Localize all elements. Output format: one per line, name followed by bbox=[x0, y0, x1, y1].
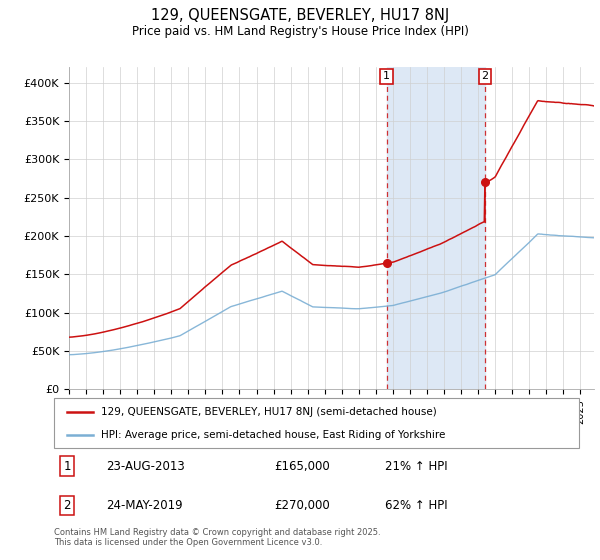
Text: 2: 2 bbox=[481, 72, 488, 81]
Bar bbox=[387, 67, 485, 389]
Text: Price paid vs. HM Land Registry's House Price Index (HPI): Price paid vs. HM Land Registry's House … bbox=[131, 25, 469, 38]
Text: £165,000: £165,000 bbox=[275, 460, 330, 473]
Text: 24-MAY-2019: 24-MAY-2019 bbox=[107, 499, 183, 512]
Text: 129, QUEENSGATE, BEVERLEY, HU17 8NJ (semi-detached house): 129, QUEENSGATE, BEVERLEY, HU17 8NJ (sem… bbox=[101, 407, 437, 417]
Text: 129, QUEENSGATE, BEVERLEY, HU17 8NJ: 129, QUEENSGATE, BEVERLEY, HU17 8NJ bbox=[151, 8, 449, 24]
Text: 1: 1 bbox=[64, 460, 71, 473]
Text: 2: 2 bbox=[64, 499, 71, 512]
Text: Contains HM Land Registry data © Crown copyright and database right 2025.
This d: Contains HM Land Registry data © Crown c… bbox=[54, 528, 380, 547]
Text: HPI: Average price, semi-detached house, East Riding of Yorkshire: HPI: Average price, semi-detached house,… bbox=[101, 431, 446, 440]
Text: 21% ↑ HPI: 21% ↑ HPI bbox=[385, 460, 448, 473]
Text: £270,000: £270,000 bbox=[275, 499, 330, 512]
Text: 62% ↑ HPI: 62% ↑ HPI bbox=[385, 499, 448, 512]
Text: 23-AUG-2013: 23-AUG-2013 bbox=[107, 460, 185, 473]
Text: 1: 1 bbox=[383, 72, 390, 81]
